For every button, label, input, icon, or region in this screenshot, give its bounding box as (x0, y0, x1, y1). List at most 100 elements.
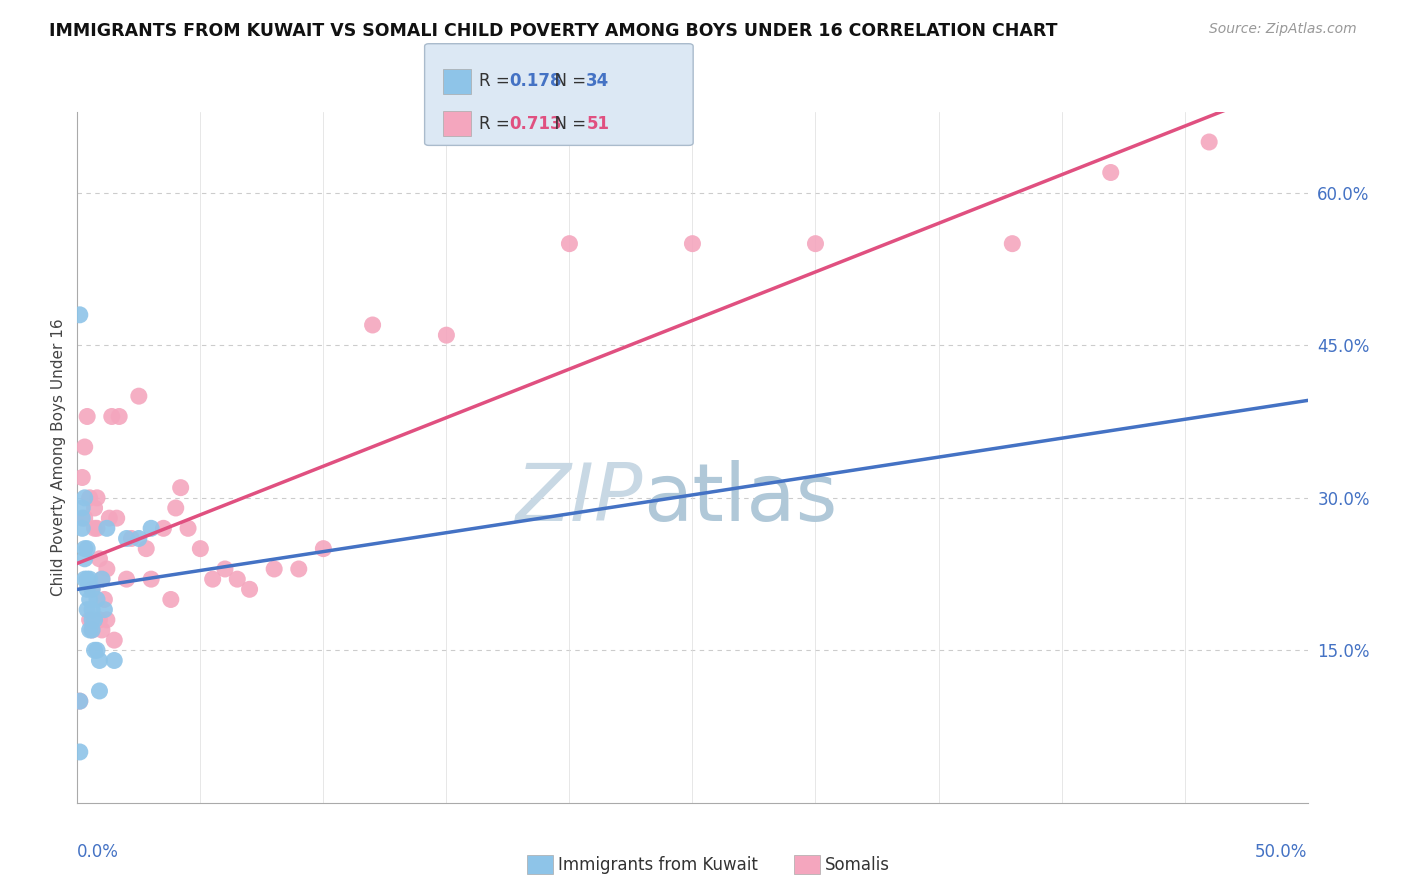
Point (141, 521, 163, 535)
Point (239, 582, 262, 597)
Point (804, 236, 827, 251)
Point (79, 623, 101, 637)
Point (128, 532, 150, 546)
Point (101, 409, 124, 424)
Point (96, 521, 118, 535)
Point (76, 602, 98, 616)
Point (89, 684, 111, 698)
Text: 0.713: 0.713 (509, 114, 561, 133)
Point (90, 572, 114, 586)
Text: 34: 34 (586, 72, 610, 90)
Point (93, 592, 115, 607)
Point (70, 521, 93, 535)
Point (558, 236, 581, 251)
Point (83, 500, 105, 515)
Point (96, 562, 118, 576)
Point (83, 613, 105, 627)
Text: 50.0%: 50.0% (1256, 844, 1308, 862)
Point (115, 532, 138, 546)
Point (86, 643, 108, 657)
Point (108, 409, 131, 424)
Point (83, 521, 105, 535)
Point (82, 582, 104, 597)
Y-axis label: Child Poverty Among Boys Under 16: Child Poverty Among Boys Under 16 (51, 318, 66, 596)
Point (1099, 165, 1122, 179)
Text: N =: N = (544, 72, 592, 90)
Text: IMMIGRANTS FROM KUWAIT VS SOMALI CHILD POVERTY AMONG BOYS UNDER 16 CORRELATION C: IMMIGRANTS FROM KUWAIT VS SOMALI CHILD P… (49, 22, 1057, 40)
Point (76, 541, 98, 556)
Point (160, 592, 183, 607)
Point (170, 481, 193, 495)
Point (436, 328, 458, 343)
Point (76, 582, 98, 597)
Point (312, 541, 335, 556)
Point (73, 491, 96, 505)
Point (103, 653, 125, 667)
Point (89, 653, 111, 667)
Text: N =: N = (544, 114, 592, 133)
Point (76, 572, 98, 586)
Point (288, 562, 311, 576)
Point (79, 491, 101, 505)
Text: Source: ZipAtlas.com: Source: ZipAtlas.com (1209, 22, 1357, 37)
Point (361, 318, 384, 332)
Text: Immigrants from Kuwait: Immigrants from Kuwait (558, 856, 758, 874)
Text: 0.0%: 0.0% (77, 844, 120, 862)
Point (82, 582, 104, 597)
Point (214, 562, 236, 576)
Text: R =: R = (479, 114, 516, 133)
Point (141, 572, 163, 586)
Point (73, 551, 96, 566)
Point (86, 592, 108, 607)
Point (86, 521, 108, 535)
Point (190, 541, 212, 556)
Point (1198, 135, 1220, 149)
Point (105, 511, 128, 525)
Text: R =: R = (479, 72, 516, 90)
Point (96, 613, 118, 627)
Point (90, 572, 114, 586)
Point (152, 521, 174, 535)
Point (73, 511, 96, 525)
Point (263, 562, 285, 576)
Point (79, 613, 101, 627)
Point (79, 592, 101, 607)
Point (79, 572, 101, 586)
Point (135, 541, 157, 556)
Point (82, 623, 104, 637)
Point (70, 500, 93, 515)
Point (73, 541, 96, 556)
Point (682, 236, 704, 251)
Point (83, 643, 105, 657)
Point (90, 623, 114, 637)
Point (76, 409, 98, 424)
Point (121, 532, 143, 546)
Point (226, 572, 249, 586)
Point (1001, 236, 1024, 251)
Point (69, 694, 91, 708)
Point (103, 633, 125, 648)
Point (69, 308, 91, 322)
Point (115, 572, 138, 586)
Text: 0.178: 0.178 (509, 72, 561, 90)
Point (82, 602, 104, 616)
Point (82, 613, 104, 627)
Text: atlas: atlas (644, 459, 838, 538)
Point (70, 511, 93, 525)
Point (86, 491, 108, 505)
Point (69, 745, 91, 759)
Point (98, 511, 121, 525)
Point (69, 694, 91, 708)
Point (73, 572, 96, 586)
Point (89, 613, 111, 627)
Text: Somalis: Somalis (825, 856, 890, 874)
Point (82, 623, 104, 637)
Point (177, 521, 200, 535)
Point (73, 440, 96, 454)
Text: ZIP: ZIP (516, 459, 644, 538)
Point (89, 551, 111, 566)
Point (128, 389, 150, 403)
Point (70, 470, 93, 484)
Point (201, 572, 224, 586)
Point (93, 602, 115, 616)
